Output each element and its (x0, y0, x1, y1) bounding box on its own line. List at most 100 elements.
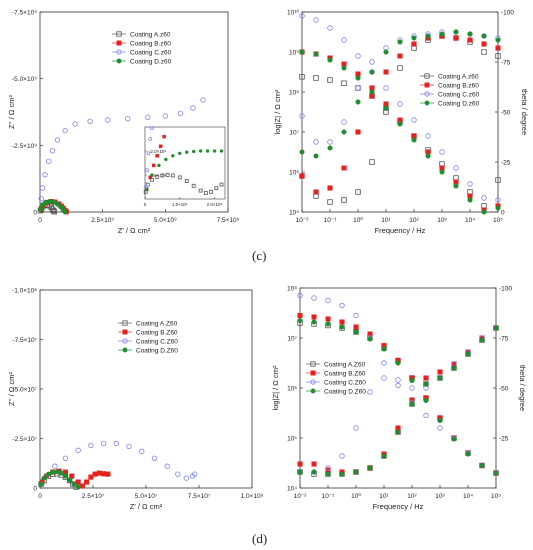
d-bode-chart-impedance-point (353, 312, 359, 319)
c-bode-chart-impedance-point (481, 195, 487, 201)
c-nyquist-chart-ylabel: Z'' / Ω cm² (7, 95, 16, 129)
c-inset-point (191, 183, 196, 188)
d-bode-chart-xtick-label: 10⁻² (294, 493, 308, 500)
c-bode-chart-phase-point (481, 33, 487, 39)
c-bode-chart-impedance-point (383, 85, 389, 91)
c-bode-chart-phase-point (313, 189, 319, 195)
c-inset-xtick-label: 1.0×10⁹ (172, 202, 188, 207)
d-bode-chart-impedance-point (339, 302, 345, 309)
d-bode-chart-phase-point (451, 365, 457, 371)
d-bode-chart-phase-point (381, 375, 387, 381)
c-nyquist-chart-point (190, 105, 196, 111)
c-bode-chart-xtick-label: 10² (409, 217, 419, 224)
c-nyquist-chart-xlabel: Z' / Ω cm² (118, 226, 151, 235)
c-inset-point (155, 175, 160, 179)
c-inset-point (146, 151, 151, 156)
d-nyquist-chart-ytick-label: -1.0×10⁸ (12, 288, 37, 295)
c-bode-chart-phase-point (467, 31, 473, 37)
d-bode-chart-impedance-point (311, 314, 317, 320)
c-inset-point (150, 126, 154, 131)
d-bode-chart-impedance-point (381, 346, 387, 352)
d-bode-chart-impedance-point (395, 360, 401, 366)
c-bode-chart-phase-point (481, 49, 487, 55)
d-bode-chart-ytick-label: 10⁴ (287, 486, 297, 493)
c-nyquist-chart-xtick-label: 2.5×10⁹ (91, 217, 114, 224)
c-bode-chart-ytick-label: 10⁶ (289, 170, 299, 177)
c-bode-chart-ytick-label: 10⁸ (289, 90, 299, 97)
c-bode-chart-xtick-label: 10⁻¹ (324, 217, 338, 224)
d-bode-chart-impedance-point (297, 317, 303, 324)
c-bode-chart-y2tick-label: -50 (501, 110, 511, 117)
c-bode-chart-phase-point (369, 159, 375, 165)
d-bode-chart-xtick-label: 10³ (435, 493, 445, 500)
c-bode-chart-impedance-point (425, 133, 431, 139)
c-bode-chart-xtick-label: 10³ (437, 217, 447, 224)
d-nyquist-chart-ytick-label: 0 (33, 486, 37, 493)
c-nyquist-chart-point (87, 118, 93, 125)
c-bode-chart-y2tick-label: -100 (501, 10, 514, 17)
c-nyquist-chart-point (72, 121, 78, 127)
c-nyquist-chart-point (46, 158, 52, 165)
c-nyquist-legend-label: Coating A.z60 (130, 32, 171, 39)
c-inset-xtick-label: 0 (144, 202, 147, 207)
d-bode-chart-phase-point (339, 453, 345, 459)
d-bode-chart-phase-point (479, 337, 485, 343)
c-bode-chart-phase-point (411, 41, 417, 47)
c-bode-chart-impedance-point (397, 101, 403, 107)
d-nyquist-chart-point (67, 477, 73, 483)
c-inset-point (148, 137, 153, 141)
c-bode-chart-impedance-point (467, 197, 473, 203)
d-nyquist-chart-ylabel: Z'' / Ω cm² (7, 372, 16, 406)
c-bode-chart-phase-point (341, 129, 347, 135)
d-nyquist-chart-xtick-label: 7.5×10⁷ (188, 493, 211, 500)
d-bode-chart-impedance-point (339, 324, 345, 330)
c-nyquist-chart-point (42, 171, 48, 178)
d-nyquist-chart-point (38, 481, 44, 487)
c-bode-chart-xtick-label: 10⁵ (493, 217, 503, 224)
d-nyquist-chart-point (50, 469, 56, 475)
d-bode-chart-y2tick-label: -100 (499, 286, 512, 293)
d-nyquist-chart-point (41, 475, 47, 481)
d-bode-chart-impedance-point (409, 377, 415, 384)
c-nyquist-chart-point (38, 195, 44, 202)
c-nyquist-chart-point (50, 207, 57, 214)
d-bode-chart-y2tick-label: -75 (499, 336, 509, 343)
d-bode-chart-phase-point (325, 471, 331, 477)
d-bode-chart-impedance-point (339, 319, 345, 325)
c-bode-chart-phase-point (355, 99, 361, 105)
c-inset-point (145, 182, 150, 187)
d-bode-chart-ylabel: log|Z| / Ω cm² (271, 365, 280, 410)
d-bode-chart-impedance-point (353, 329, 359, 335)
c-nyquist-chart-point (49, 147, 56, 154)
c-bode-chart-ytick-label: 10⁵ (289, 210, 299, 217)
d-bode-chart-ytick-label: 10⁵ (287, 436, 297, 443)
c-bode-chart-impedance-point (495, 197, 501, 203)
d-bode-chart-ytick-label: 10⁸ (287, 286, 297, 293)
c-bode-chart-impedance-point (453, 165, 459, 171)
d-bode-chart-legend-marker (310, 388, 316, 394)
c-bode-chart-phase-point (299, 113, 305, 119)
c-inset-point (165, 173, 170, 177)
c-bode-chart-ytick-label: 10⁹ (289, 50, 299, 57)
c-bode-chart-impedance-point (341, 37, 347, 43)
d-bode-chart-phase-point (325, 465, 331, 471)
c-bode-chart-impedance-point (341, 65, 347, 71)
d-nyquist-chart-xtick-label: 0 (38, 493, 42, 500)
c-bode-chart-phase-point (495, 45, 501, 51)
caption-c: (c) (252, 248, 267, 263)
d-nyquist-chart-point (84, 479, 90, 485)
c-bode-chart-phase-point (383, 49, 389, 55)
c-nyquist-legend-marker (116, 31, 122, 37)
c-bode-chart-y2label: theta / degree (520, 89, 529, 135)
c-inset-point (198, 188, 203, 193)
c-inset-point (171, 154, 175, 158)
c-bode-chart-phase-point (369, 69, 375, 75)
c-nyquist-chart-ytick-label: -2.5×10⁹ (12, 143, 37, 150)
c-bode-chart-impedance-point (299, 13, 305, 19)
c-inset-point (219, 149, 224, 153)
c-bode-chart-impedance-point (397, 121, 403, 127)
d-bode-chart: 10⁻² 10⁻¹ 10⁰ 10¹ 10² 10³ 10⁴ 10⁵ 10⁴ 10⁵ 10⁶ 10⁷ 10… (271, 286, 527, 512)
c-bode-chart-impedance-point (341, 80, 347, 86)
c-bode-chart-ytick-label: 10¹⁰ (287, 9, 299, 17)
c-inset-point (205, 149, 210, 153)
